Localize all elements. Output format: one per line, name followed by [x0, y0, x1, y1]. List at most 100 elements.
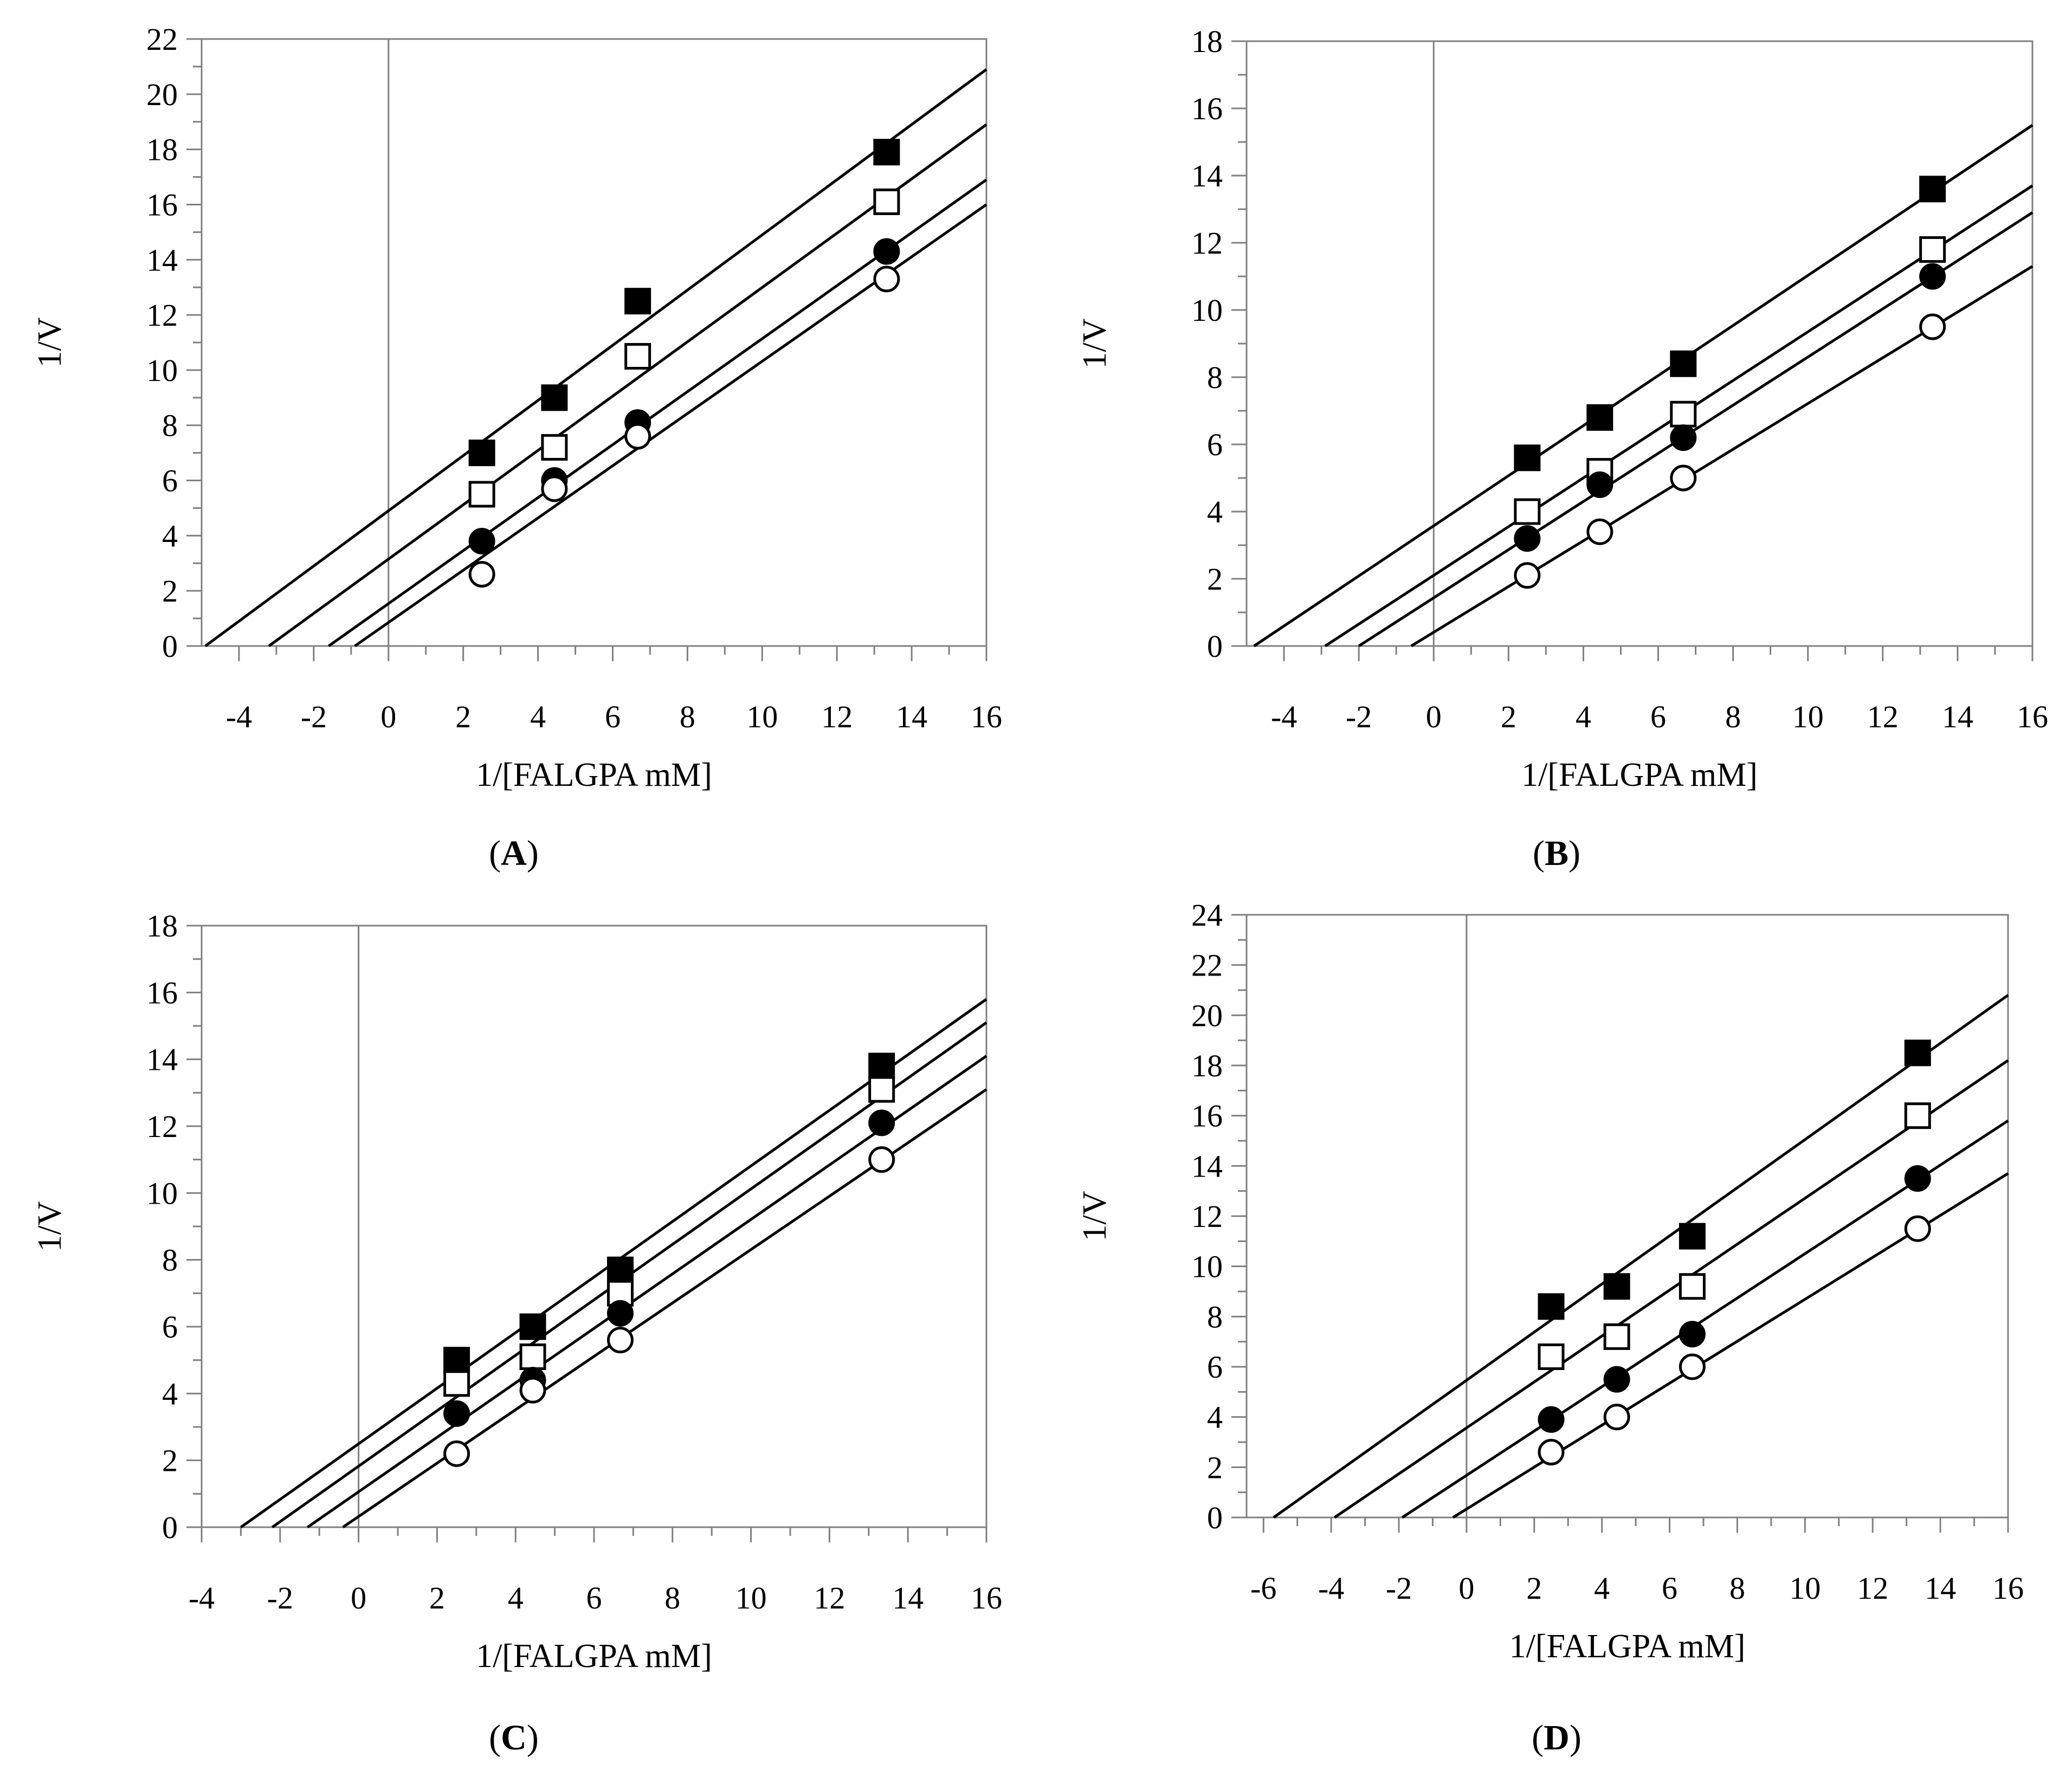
data-point-d-open-square — [1603, 1323, 1630, 1350]
y-tick-label-a: 22 — [146, 22, 178, 57]
data-point-b-open-circle — [1514, 562, 1541, 589]
y-tick-label-a: 12 — [146, 298, 178, 333]
x-tick-label-d: 8 — [1729, 1571, 1745, 1606]
y-tick-label-a: 4 — [162, 518, 178, 553]
data-point-d-filled-circle — [1538, 1406, 1565, 1433]
x-axis-title-d: 1/[FALGPA mM] — [1509, 1628, 1746, 1665]
data-point-d-filled-square — [1904, 1039, 1931, 1067]
y-tick-label-a: 14 — [146, 242, 178, 277]
data-point-c-open-square — [443, 1370, 470, 1397]
data-point-a-open-circle — [541, 475, 568, 502]
x-tick-label-b: -4 — [1271, 699, 1297, 734]
data-point-b-filled-circle — [1514, 525, 1541, 552]
data-point-c-filled-circle — [607, 1300, 634, 1327]
x-tick-label-b: 6 — [1650, 699, 1666, 734]
y-tick-label-b: 0 — [1207, 629, 1223, 664]
data-point-a-open-circle — [468, 561, 495, 588]
data-point-c-filled-square — [868, 1052, 895, 1080]
y-tick-label-a: 18 — [146, 132, 178, 167]
data-point-a-open-square — [873, 188, 900, 215]
data-point-d-filled-square — [1538, 1293, 1565, 1320]
x-tick-label-b: 16 — [2017, 699, 2048, 734]
x-tick-label-a: -4 — [226, 699, 252, 734]
data-point-b-open-circle — [1919, 313, 1946, 340]
data-point-b-filled-circle — [1919, 263, 1946, 290]
x-tick-label-b: 4 — [1576, 699, 1591, 734]
y-axis-title-c: 1/V — [31, 1201, 68, 1251]
y-tick-label-b: 12 — [1191, 225, 1223, 261]
x-axis-title-c: 1/[FALGPA mM] — [476, 1638, 712, 1675]
x-tick-label-d: 0 — [1458, 1571, 1474, 1606]
data-point-a-filled-square — [468, 440, 495, 467]
fit-line-b-filled-circle — [1358, 211, 2034, 648]
data-point-a-filled-circle — [873, 238, 900, 265]
y-tick-label-b: 4 — [1207, 494, 1223, 529]
x-tick-label-a: 6 — [605, 699, 621, 734]
panel-label-d: (D) — [1532, 1718, 1582, 1758]
data-point-d-open-square — [1538, 1343, 1565, 1370]
y-tick-label-c: 10 — [146, 1175, 178, 1211]
y-tick-label-b: 16 — [1191, 91, 1223, 126]
y-tick-label-a: 16 — [146, 187, 178, 222]
data-point-d-open-circle — [1603, 1404, 1630, 1431]
x-tick-label-c: 0 — [351, 1580, 366, 1616]
data-point-d-open-circle — [1679, 1353, 1706, 1380]
y-tick-label-c: 18 — [146, 908, 178, 944]
x-tick-label-c: 12 — [814, 1580, 845, 1616]
data-point-b-open-square — [1514, 498, 1541, 525]
y-tick-label-d: 24 — [1191, 897, 1223, 933]
y-axis-title-d: 1/V — [1076, 1191, 1113, 1241]
x-tick-label-d: 16 — [1992, 1571, 2024, 1606]
y-tick-label-c: 14 — [146, 1042, 178, 1077]
y-tick-label-b: 18 — [1191, 24, 1223, 59]
data-point-c-filled-circle — [443, 1400, 470, 1427]
x-tick-label-d: -6 — [1250, 1571, 1276, 1606]
y-tick-label-d: 2 — [1207, 1450, 1223, 1485]
data-point-c-filled-square — [443, 1347, 470, 1374]
x-axis-title-b: 1/[FALGPA mM] — [1521, 757, 1758, 793]
y-tick-label-a: 2 — [162, 573, 178, 609]
x-tick-label-a: 8 — [680, 699, 695, 734]
x-tick-label-a: 4 — [530, 699, 546, 734]
data-point-c-open-circle — [443, 1440, 470, 1467]
x-tick-label-a: 14 — [896, 699, 927, 734]
y-axis-title-a: 1/V — [31, 317, 68, 367]
x-tick-label-d: 6 — [1662, 1571, 1677, 1606]
x-tick-label-b: -2 — [1346, 699, 1372, 734]
y-tick-label-c: 12 — [146, 1109, 178, 1144]
data-point-b-filled-circle — [1586, 471, 1613, 498]
data-point-b-filled-square — [1514, 444, 1541, 471]
fit-line-c-filled-circle — [307, 1055, 987, 1529]
x-tick-label-c: 14 — [892, 1580, 924, 1616]
data-point-c-filled-square — [519, 1313, 546, 1340]
x-tick-label-c: 4 — [508, 1580, 524, 1616]
x-tick-label-b: 12 — [1867, 699, 1899, 734]
fit-line-a-open-square — [268, 123, 987, 648]
y-tick-label-b: 8 — [1207, 360, 1223, 395]
data-point-a-filled-square — [541, 384, 568, 411]
x-tick-label-c: 16 — [971, 1580, 1002, 1616]
x-tick-label-b: 0 — [1426, 699, 1442, 734]
data-point-c-filled-square — [607, 1256, 634, 1283]
x-tick-label-c: 10 — [735, 1580, 767, 1616]
y-tick-label-a: 20 — [146, 77, 178, 112]
data-point-c-filled-circle — [868, 1109, 895, 1136]
data-point-b-filled-square — [1919, 176, 1946, 203]
y-tick-label-d: 8 — [1207, 1299, 1223, 1334]
x-tick-label-b: 8 — [1725, 699, 1741, 734]
x-tick-label-c: 2 — [429, 1580, 445, 1616]
data-point-d-filled-circle — [1904, 1165, 1931, 1192]
y-tick-label-d: 4 — [1207, 1400, 1223, 1435]
x-tick-label-c: 6 — [586, 1580, 602, 1616]
x-tick-label-d: 10 — [1789, 1571, 1821, 1606]
y-tick-label-d: 18 — [1191, 1048, 1223, 1083]
x-tick-label-c: -2 — [267, 1580, 293, 1616]
data-point-d-filled-circle — [1679, 1321, 1706, 1348]
y-tick-label-d: 20 — [1191, 998, 1223, 1033]
y-tick-label-c: 8 — [162, 1243, 178, 1278]
data-point-d-filled-square — [1603, 1273, 1630, 1300]
x-tick-label-a: 16 — [971, 699, 1002, 734]
data-point-b-open-circle — [1670, 464, 1697, 492]
x-tick-label-d: 2 — [1526, 1571, 1542, 1606]
